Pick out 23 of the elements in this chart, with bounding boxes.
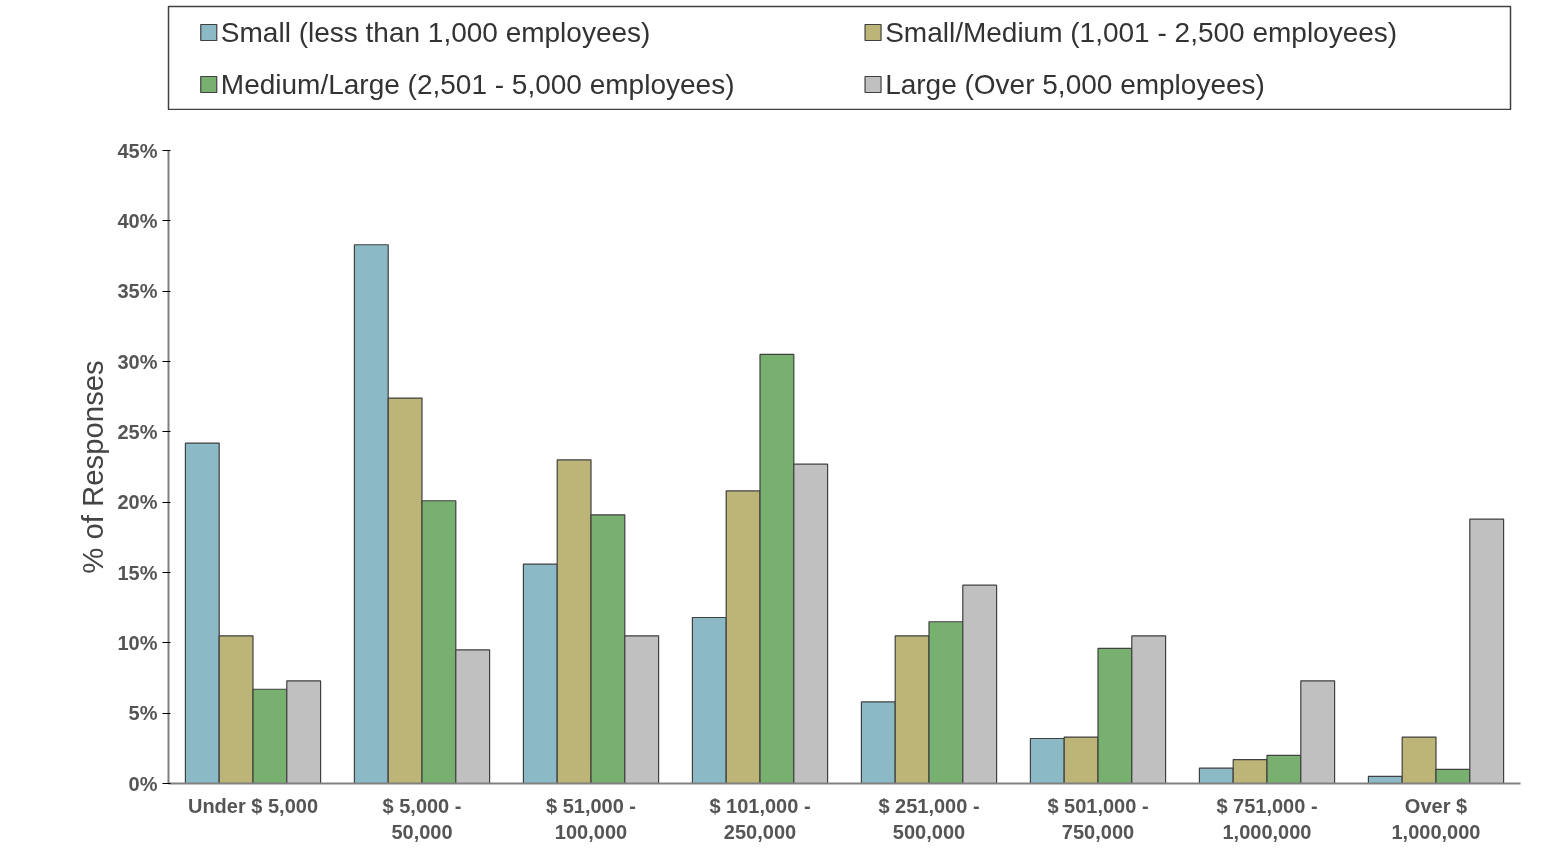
y-tick-label: 30%	[117, 350, 158, 373]
y-tick-label: 45%	[117, 139, 158, 162]
legend-label: Small (less than 1,000 employees)	[220, 17, 651, 48]
y-tick-label: 40%	[117, 209, 158, 232]
y-tick-label: 5%	[128, 702, 158, 725]
x-tick-label: $ 5,000 - 50,000	[382, 794, 462, 843]
legend-label: Medium/Large (2,501 - 5,000 employees)	[220, 69, 735, 100]
x-tick-label: Under $ 5,000	[187, 794, 319, 817]
legend-label: Small/Medium (1,001 - 2,500 employees)	[885, 17, 1398, 48]
x-tick-label: Over $ 1,000,000	[1391, 794, 1481, 843]
x-tick-label: $ 751,000 - 1,000,000	[1216, 794, 1318, 843]
legend-label: Large (Over 5,000 employees)	[885, 69, 1265, 100]
y-tick-label: 25%	[117, 420, 158, 443]
x-tick-label: $ 251,000 - 500,000	[878, 794, 980, 843]
x-tick-label: $ 101,000 - 250,000	[709, 794, 811, 843]
y-tick-label: 35%	[117, 280, 158, 303]
y-tick-label: 0%	[128, 772, 158, 795]
x-tick-label: $ 501,000 - 750,000	[1047, 794, 1149, 843]
y-axis-title: % of Responses	[76, 360, 110, 574]
y-tick-label: 15%	[117, 561, 158, 584]
x-tick-label: $ 51,000 - 100,000	[545, 794, 637, 843]
y-tick-label: 10%	[117, 631, 158, 654]
y-tick-label: 20%	[117, 491, 158, 514]
